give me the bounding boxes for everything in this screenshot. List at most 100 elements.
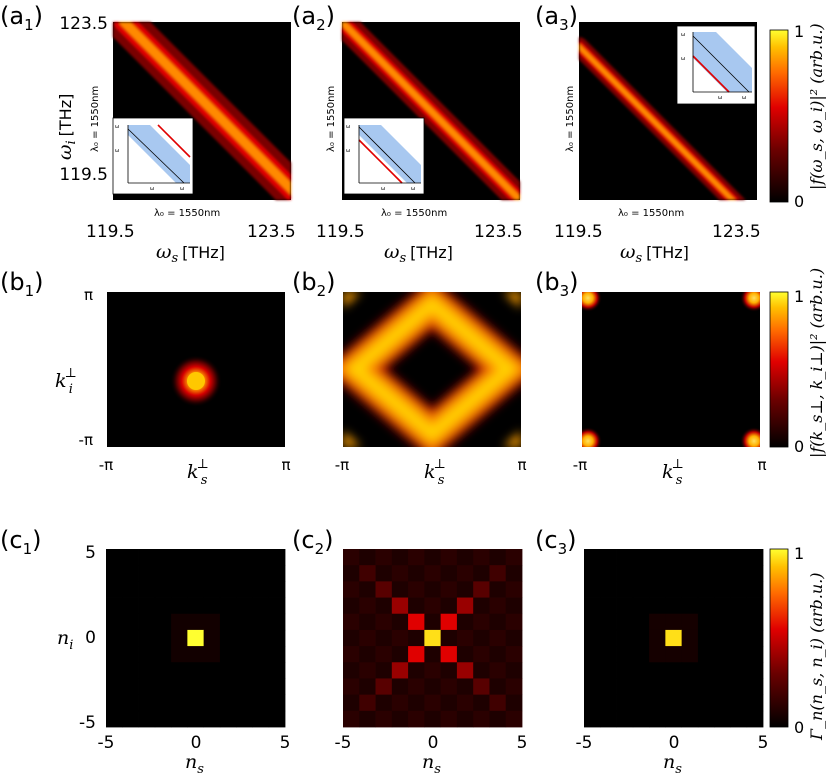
xtick-a2-right: 123.5 xyxy=(474,222,523,242)
grid-c2-cell xyxy=(375,646,393,663)
grid-c1-cell xyxy=(219,662,237,679)
grid-c2-cell xyxy=(489,565,507,582)
panel-title-c3: (c3) xyxy=(535,526,576,558)
grid-c1-cell xyxy=(122,597,139,615)
grid-c1 xyxy=(106,549,286,728)
xtick-b3-right: π xyxy=(757,456,766,474)
colorbar-a-label: |f(ω_s, ω_i)|² (arb.u.) xyxy=(807,23,826,190)
grid-c2-cell xyxy=(359,646,376,663)
grid-c1-cell xyxy=(187,629,205,647)
grid-c2-cell xyxy=(424,565,442,582)
plot-b3-background xyxy=(582,292,760,447)
grid-c1-cell xyxy=(219,597,237,615)
grid-c3 xyxy=(584,549,764,728)
grid-c2-cell xyxy=(424,597,442,615)
xtick-c1-left: -5 xyxy=(98,733,115,753)
grid-c2-cell xyxy=(424,581,442,598)
grid-c1-cell xyxy=(106,678,123,696)
grid-c1-cell xyxy=(219,710,237,728)
grid-c3-cell xyxy=(681,694,699,712)
xtick-b2-left: -π xyxy=(335,456,349,474)
grid-c1-cell xyxy=(187,581,205,598)
grid-c2-cell xyxy=(343,613,360,631)
grid-c2-cell xyxy=(440,646,458,663)
grid-c3-cell xyxy=(584,710,601,728)
grid-c2-cell xyxy=(343,710,360,728)
grid-c2-cell xyxy=(391,629,409,647)
grid-c3-cell xyxy=(665,710,683,728)
grid-c2-cell xyxy=(473,549,490,566)
grid-c1-cell xyxy=(187,613,205,631)
grid-c1-cell xyxy=(171,710,188,728)
grid-c2-cell xyxy=(456,646,474,663)
grid-c1-cell xyxy=(268,613,286,631)
xtick-c2-left: -5 xyxy=(335,733,352,753)
grid-c3-cell xyxy=(616,662,634,679)
svg-text:ω: ω xyxy=(381,186,385,192)
grid-c1-cell xyxy=(171,549,188,566)
grid-c3-cell xyxy=(600,646,617,663)
xtick-b1-left: -π xyxy=(99,456,113,474)
grid-c1-cell xyxy=(252,629,270,647)
grid-c3-cell xyxy=(649,646,666,663)
grid-c1-cell xyxy=(252,678,270,696)
grid-c3-cell xyxy=(616,565,634,582)
grid-c2-cell xyxy=(489,710,507,728)
grid-c3-cell xyxy=(649,565,666,582)
grid-c3-cell xyxy=(697,629,715,647)
grid-c1-cell xyxy=(187,549,205,566)
grid-c1-cell xyxy=(122,613,139,631)
grid-c2-cell xyxy=(473,646,490,663)
grid-c2-cell xyxy=(343,597,360,615)
grid-c1-cell xyxy=(138,629,156,647)
grid-c3-cell xyxy=(746,646,764,663)
grid-c3-cell xyxy=(746,710,764,728)
grid-c3-cell xyxy=(616,597,634,615)
xlabel-a1: ωs [THz] xyxy=(156,241,225,266)
xtick-c1-mid: 0 xyxy=(191,733,202,753)
grid-c1-cell xyxy=(122,710,139,728)
grid-c1-cell xyxy=(203,710,221,728)
grid-c1-cell xyxy=(252,646,270,663)
grid-c2-cell xyxy=(424,629,442,647)
grid-c2-cell xyxy=(343,694,360,712)
ytick-a-bottom: 119.5 xyxy=(59,165,108,185)
grid-c1-cell xyxy=(171,646,188,663)
grid-c3-cell xyxy=(584,581,601,598)
xlabel-b3: k⊥ s xyxy=(662,457,684,488)
grid-c2-cell xyxy=(505,678,523,696)
grid-c3-cell xyxy=(714,565,731,582)
grid-c3-cell xyxy=(584,613,601,631)
ytick-c-bottom: -5 xyxy=(79,713,96,733)
grid-c2-cell xyxy=(489,581,507,598)
grid-c1-cell xyxy=(252,549,270,566)
grid-c3-cell xyxy=(632,597,650,615)
grid-c3-cell xyxy=(649,549,666,566)
grid-c1-cell xyxy=(171,629,188,647)
spot-b1-core xyxy=(187,372,205,390)
grid-c3-cell xyxy=(632,694,650,712)
grid-c2-cell xyxy=(375,694,393,712)
grid-c1-cell xyxy=(154,613,172,631)
grid-c2-cell xyxy=(359,549,376,566)
grid-c2-cell xyxy=(456,613,474,631)
svg-text:ω: ω xyxy=(346,124,350,130)
grid-c1-cell xyxy=(154,581,172,598)
grid-c2-cell xyxy=(391,549,409,566)
colorbar-a xyxy=(769,29,789,203)
colorbar-b xyxy=(769,291,789,448)
grid-c2-cell xyxy=(343,662,360,679)
grid-c1-cell xyxy=(252,597,270,615)
ytick-c-mid: 0 xyxy=(85,628,96,648)
grid-c1-cell xyxy=(268,662,286,679)
grid-c3-cell xyxy=(649,710,666,728)
xtick-a3-right: 123.5 xyxy=(712,222,761,242)
grid-c1-cell xyxy=(268,694,286,712)
grid-c3-cell xyxy=(746,581,764,598)
grid-c3-cell xyxy=(730,597,748,615)
grid-c3-cell xyxy=(649,581,666,598)
colorbar-b-max: 1 xyxy=(794,287,804,306)
grid-c3-cell xyxy=(730,694,748,712)
grid-c3-cell xyxy=(746,613,764,631)
grid-c3-cell xyxy=(730,710,748,728)
